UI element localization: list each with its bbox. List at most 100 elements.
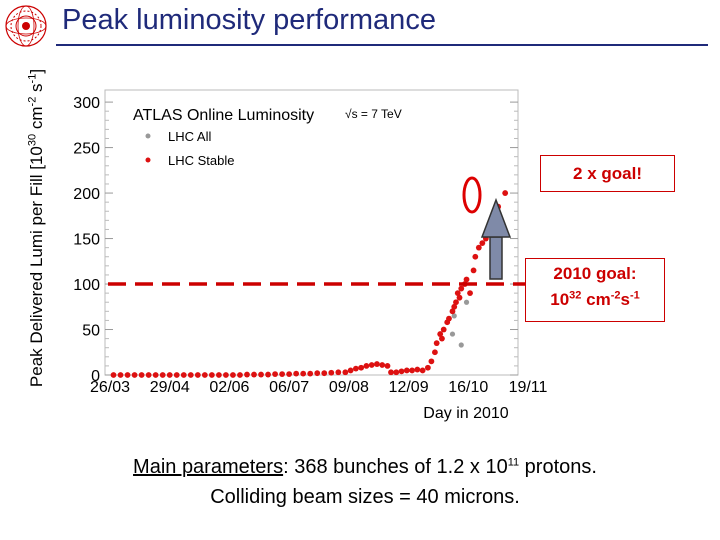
x-axis-label: Day in 2010 — [423, 405, 508, 422]
data-point-lhc-stable — [187, 372, 194, 378]
data-point-lhc-stable — [215, 372, 222, 378]
data-point-lhc-stable — [502, 190, 509, 196]
data-point-lhc-stable — [432, 349, 438, 356]
data-point-lhc-stable — [244, 371, 250, 378]
data-point-lhc-stable — [379, 362, 386, 368]
data-point-lhc-stable — [368, 362, 375, 368]
data-point-lhc-stable — [347, 367, 354, 374]
data-point-lhc-stable — [237, 372, 243, 378]
x-tick-label: 29/04 — [150, 379, 190, 396]
data-point-lhc-stable — [293, 370, 300, 377]
data-point-lhc-stable — [321, 370, 328, 377]
data-point-lhc-stable — [363, 363, 370, 369]
data-point-lhc-stable — [208, 372, 215, 378]
params-line-2: Colliding beam sizes = 40 microns. — [210, 486, 520, 508]
data-point-lhc-stable — [117, 372, 124, 378]
data-point-lhc-stable — [470, 267, 477, 274]
data-point-lhc-stable — [472, 253, 479, 260]
params-line-1: Main parameters: 368 bunches of 1.2 x 10… — [133, 456, 597, 478]
x-tick-label: 16/10 — [448, 379, 488, 396]
data-point-lhc-stable — [307, 370, 314, 377]
page-title: Peak luminosity performance — [62, 4, 436, 36]
legend-marker-all — [145, 133, 151, 139]
data-point-lhc-stable — [454, 290, 461, 297]
lhc-logo-icon — [5, 5, 47, 47]
x-tick-label: 06/07 — [269, 379, 309, 396]
data-point-lhc-stable — [173, 372, 180, 378]
energy-label: √s = 7 TeV — [345, 107, 402, 121]
highlight-circle-icon — [462, 176, 482, 214]
data-point-lhc-stable — [314, 370, 321, 377]
title-divider — [56, 44, 708, 46]
main-parameters: Main parameters: 368 bunches of 1.2 x 10… — [80, 452, 650, 512]
data-point-lhc-stable — [166, 372, 173, 378]
x-tick-label: 02/06 — [209, 379, 249, 396]
data-point-lhc-stable — [433, 340, 440, 347]
x-tick-label: 19/11 — [509, 379, 548, 396]
data-point-lhc-stable — [440, 326, 447, 333]
data-point-lhc-stable — [467, 290, 473, 297]
data-point-lhc-stable — [152, 372, 159, 378]
data-point-lhc-stable — [230, 372, 236, 378]
data-point-lhc-stable — [358, 364, 365, 371]
x-tick-label: 12/09 — [389, 379, 429, 396]
y-tick-label: 150 — [73, 232, 100, 249]
data-point-lhc-stable — [286, 371, 293, 377]
y-tick-label: 300 — [73, 95, 100, 112]
data-point-lhc-stable — [463, 276, 470, 283]
data-point-lhc-stable — [124, 372, 131, 378]
legend-label-stable: LHC Stable — [168, 153, 234, 168]
legend-label-all: LHC All — [168, 129, 211, 144]
y-tick-label: 200 — [73, 186, 100, 203]
data-point-lhc-stable — [419, 367, 426, 374]
y-tick-label: 0 — [91, 368, 100, 385]
data-point-lhc-stable — [388, 369, 394, 376]
data-point-lhc-stable — [456, 294, 463, 301]
data-point-lhc-stable — [446, 315, 452, 322]
data-point-lhc-stable — [403, 367, 410, 374]
up-arrow-icon — [480, 197, 512, 280]
data-point-lhc-stable — [145, 372, 152, 378]
data-point-lhc-stable — [409, 367, 415, 374]
data-point-lhc-stable — [272, 371, 278, 377]
y-tick-label: 50 — [82, 323, 100, 340]
data-point-lhc-stable — [449, 308, 456, 315]
data-point-lhc-stable — [328, 369, 335, 376]
goal-annotation: 2 x goal! — [540, 155, 675, 192]
chart-title: ATLAS Online Luminosity — [133, 107, 314, 124]
data-point-lhc-stable — [201, 372, 208, 378]
data-point-lhc-stable — [398, 368, 405, 375]
data-point-lhc-stable — [335, 369, 342, 376]
target-annotation: 2010 goal: 1032 cm-2s-1 — [525, 258, 665, 322]
data-point-lhc-stable — [110, 372, 117, 378]
y-tick-label: 100 — [73, 277, 100, 294]
data-point-lhc-all — [451, 313, 457, 319]
data-point-lhc-stable — [437, 331, 444, 337]
data-point-lhc-stable — [251, 371, 257, 378]
data-point-lhc-stable — [180, 372, 187, 378]
data-point-lhc-stable — [393, 369, 400, 376]
data-point-lhc-stable — [458, 285, 465, 292]
data-point-lhc-stable — [131, 372, 138, 378]
data-point-lhc-stable — [414, 366, 421, 373]
data-point-lhc-stable — [279, 371, 286, 377]
y-tick-label: 250 — [73, 141, 100, 158]
data-point-lhc-stable — [223, 372, 229, 378]
plot-frame — [104, 89, 519, 376]
data-point-lhc-stable — [428, 358, 435, 365]
data-point-lhc-stable — [451, 303, 458, 310]
x-tick-label: 26/03 — [90, 379, 130, 396]
data-point-lhc-stable — [439, 335, 445, 342]
legend-marker-stable — [145, 157, 151, 163]
data-point-lhc-stable — [374, 361, 380, 367]
data-point-lhc-all — [463, 299, 470, 305]
data-point-lhc-stable — [265, 371, 271, 378]
data-point-lhc-stable — [479, 240, 486, 246]
data-point-lhc-stable — [159, 372, 166, 378]
data-point-lhc-stable — [258, 371, 264, 378]
x-tick-label: 09/08 — [329, 379, 369, 396]
data-point-lhc-stable — [138, 372, 145, 378]
data-point-lhc-stable — [453, 299, 459, 306]
data-point-lhc-stable — [384, 363, 391, 369]
